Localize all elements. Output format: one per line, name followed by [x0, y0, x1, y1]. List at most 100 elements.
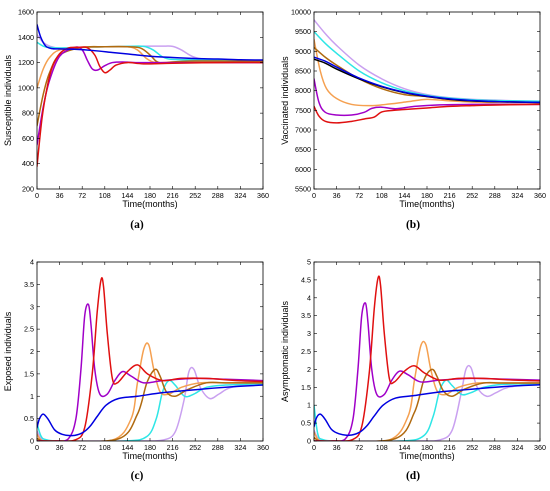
panel-caption: (d)	[406, 470, 420, 482]
chart-panel-2: 0 36 72 108 144 180 216 252 288 324 360 5500 6000 650…	[280, 8, 546, 232]
y-tick-label: 0	[307, 437, 311, 446]
series-line-1	[37, 366, 263, 441]
y-tick-label: 600	[22, 134, 34, 143]
series-line-2	[314, 379, 540, 441]
x-tick-label: 180	[421, 191, 433, 200]
x-tick-label: 0	[35, 191, 39, 200]
x-tick-label: 0	[312, 191, 316, 200]
x-tick-label: 360	[257, 191, 269, 200]
x-tick-label: 72	[78, 443, 86, 452]
y-tick-label: 2	[307, 365, 311, 374]
series-line-6	[314, 56, 540, 104]
x-tick-label: 324	[234, 443, 246, 452]
x-tick-label: 72	[78, 191, 86, 200]
x-tick-label: 324	[234, 191, 246, 200]
y-tick-label: 1000	[18, 83, 34, 92]
series-group	[314, 19, 540, 124]
series-line-3	[314, 38, 540, 107]
x-tick-label: 360	[257, 443, 269, 452]
x-tick-label: 108	[376, 443, 388, 452]
x-axis-label: Time(months)	[399, 451, 454, 461]
x-tick-label: 72	[355, 191, 363, 200]
series-line-2	[314, 30, 540, 103]
series-line-6	[314, 275, 540, 441]
y-tick-label: 1.5	[24, 369, 34, 378]
y-tick-label: 2.5	[301, 347, 311, 356]
x-tick-label: 144	[121, 443, 133, 452]
y-tick-label: 200	[22, 185, 34, 194]
y-tick-label: 4.5	[301, 275, 311, 284]
series-line-2	[37, 41, 263, 62]
y-axis-label: Vaccinated individuals	[280, 56, 290, 145]
y-tick-label: 8000	[295, 86, 311, 95]
series-group	[37, 23, 263, 167]
y-tick-label: 3.5	[24, 280, 34, 289]
series-line-6	[37, 277, 263, 441]
x-tick-label: 180	[421, 443, 433, 452]
series-line-7	[314, 78, 540, 117]
y-tick-label: 9000	[295, 47, 311, 56]
x-axis-label: Time(months)	[399, 199, 454, 209]
series-group	[37, 277, 263, 441]
x-tick-label: 108	[99, 443, 111, 452]
y-tick-label: 1400	[18, 33, 34, 42]
x-tick-label: 36	[56, 443, 64, 452]
x-tick-label: 216	[167, 191, 179, 200]
series-line-4	[314, 368, 540, 441]
y-tick-label: 7500	[295, 106, 311, 115]
y-tick-label: 400	[22, 159, 34, 168]
y-tick-label: 800	[22, 109, 34, 118]
y-tick-label: 3	[307, 329, 311, 338]
series-line-5	[314, 302, 540, 441]
x-tick-label: 36	[56, 191, 64, 200]
x-tick-label: 36	[333, 191, 341, 200]
x-axis-label: Time(months)	[122, 451, 177, 461]
y-tick-label: 8500	[295, 67, 311, 76]
y-tick-label: 3.5	[301, 311, 311, 320]
axes-frame	[36, 11, 264, 190]
y-tick-label: 0.5	[24, 414, 34, 423]
series-group	[314, 275, 540, 441]
x-tick-label: 324	[511, 191, 523, 200]
x-tick-label: 252	[189, 191, 201, 200]
series-line-5	[37, 303, 263, 441]
y-tick-label: 4	[30, 258, 34, 267]
y-tick-label: 2.5	[24, 325, 34, 334]
y-tick-label: 1	[307, 401, 311, 410]
x-tick-label: 144	[398, 443, 410, 452]
y-tick-label: 3	[30, 302, 34, 311]
y-tick-label: 0	[30, 437, 34, 446]
x-tick-label: 36	[333, 443, 341, 452]
y-tick-label: 4	[307, 293, 311, 302]
x-tick-label: 0	[312, 443, 316, 452]
y-axis-label: Asymptomatic individuals	[280, 300, 290, 402]
x-axis-label: Time(months)	[122, 199, 177, 209]
x-tick-label: 252	[466, 443, 478, 452]
y-tick-label: 1	[30, 392, 34, 401]
y-tick-label: 6000	[295, 165, 311, 174]
series-line-2	[37, 379, 263, 441]
series-line-4	[37, 368, 263, 441]
chart-panel-4: 0 36 72 108 144 180 216 252 288 324 360 0 0.5 1 1.5 2 2.…	[280, 258, 546, 483]
panel-caption: (c)	[131, 470, 144, 482]
y-tick-label: 7000	[295, 126, 311, 135]
y-tick-label: 9500	[295, 27, 311, 36]
y-tick-label: 1200	[18, 58, 34, 67]
panel-caption: (b)	[406, 219, 420, 231]
series-line-3	[314, 340, 540, 441]
x-tick-label: 216	[444, 443, 456, 452]
x-tick-label: 180	[144, 191, 156, 200]
x-tick-label: 324	[511, 443, 523, 452]
y-tick-label: 5	[307, 258, 311, 267]
chart-panel-1: 0 36 72 108 144 180 216 252 288 324 360 200 400 600 80…	[3, 8, 269, 232]
x-tick-label: 0	[35, 443, 39, 452]
x-tick-label: 216	[444, 191, 456, 200]
x-tick-label: 144	[121, 191, 133, 200]
x-tick-label: 144	[398, 191, 410, 200]
x-tick-label: 360	[534, 191, 546, 200]
series-line-1	[314, 19, 540, 103]
y-tick-label: 0.5	[301, 419, 311, 428]
x-tick-label: 288	[212, 443, 224, 452]
series-line-7	[37, 23, 263, 61]
